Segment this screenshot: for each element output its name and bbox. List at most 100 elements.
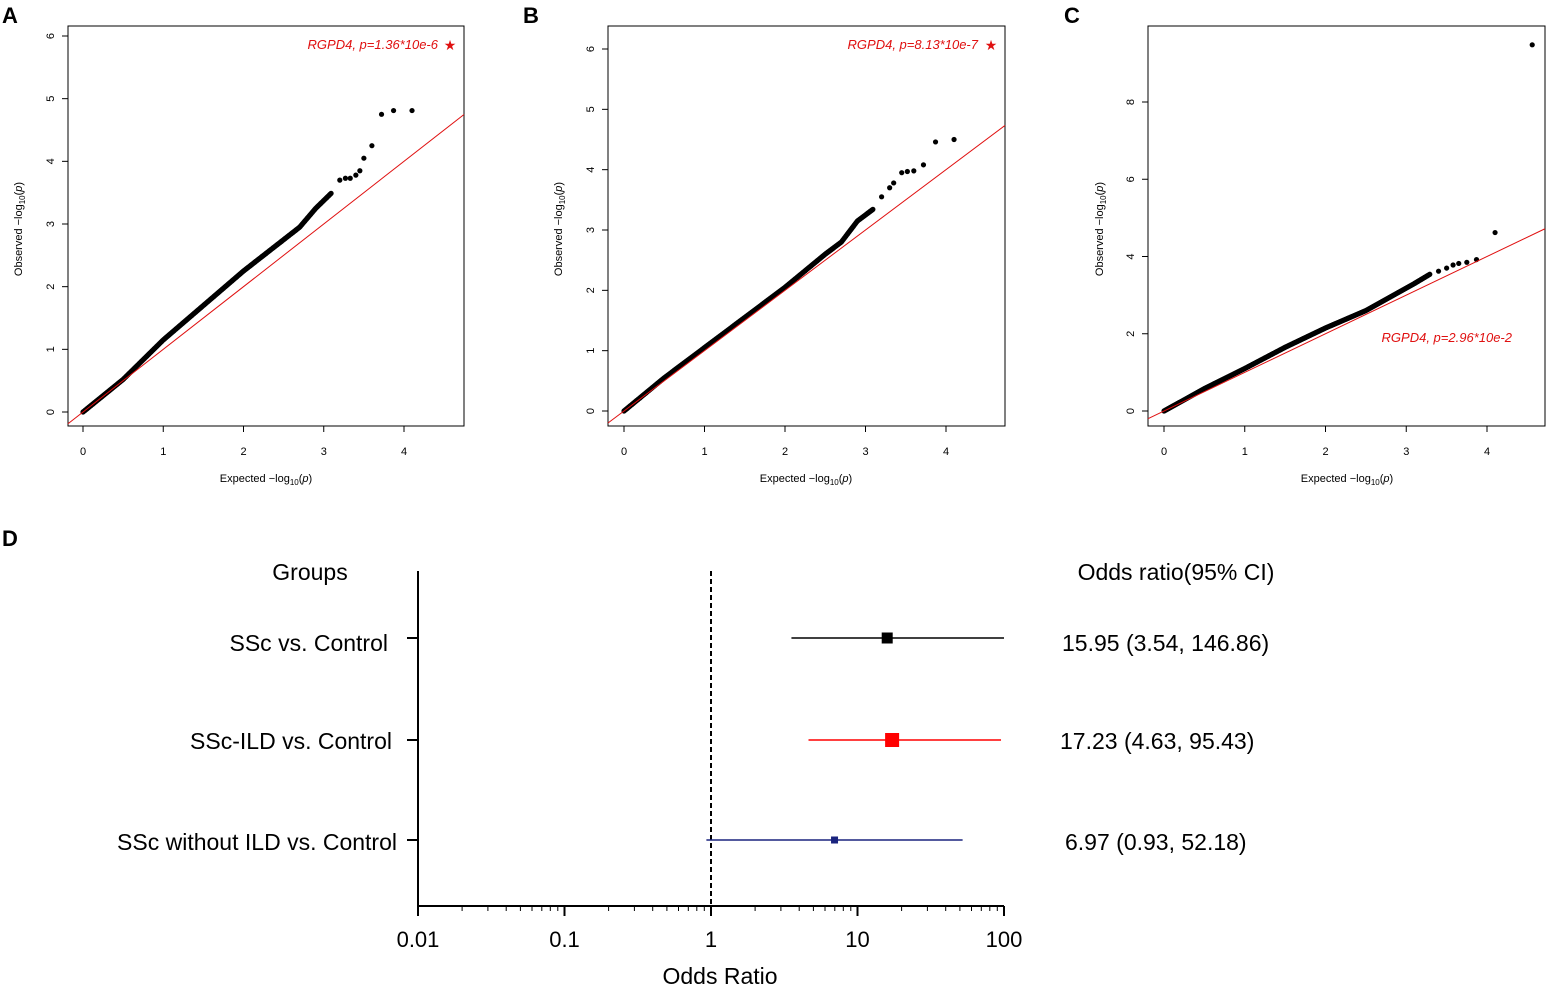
x-axis-title-a: Expected −log10(p): [220, 473, 312, 487]
y-tick-label: 2: [1125, 331, 1137, 337]
y-axis-title-c: Observed −log10(p): [1094, 182, 1108, 276]
qq-point: [1435, 268, 1442, 274]
forest-x-axis-title: Odds Ratio: [662, 963, 777, 988]
qq-point: [369, 143, 375, 149]
qq-points-c: [1161, 42, 1535, 414]
y-tick-label: 2: [45, 284, 57, 290]
x-tick-label: 0: [1161, 446, 1167, 458]
panel-b: B 0 1 2 3 4 0 1 2 3 4 5 6 RGPD4, p=8.13*10e-7 ★ Ex…: [523, 3, 1006, 487]
forest-x-ticks: 0.01 0.1 1 10 100: [397, 906, 1022, 952]
qq-point: [328, 190, 334, 196]
qq-point: [1492, 229, 1498, 236]
y-tick-label: 6: [45, 33, 57, 39]
qq-points-b: [621, 136, 957, 414]
qq-point: [390, 107, 397, 114]
annotation-b: RGPD4, p=8.13*10e-7: [848, 37, 979, 52]
qq-point: [347, 175, 353, 181]
star-icon-a: ★: [444, 37, 457, 53]
qq-point: [357, 168, 363, 174]
x-ticks-c: 0 1 2 3 4: [1161, 426, 1490, 458]
annotation-c: RGPD4, p=2.96*10e-2: [1382, 330, 1513, 345]
qq-point: [342, 175, 349, 181]
qq-point: [951, 136, 957, 143]
forest-tick-label: 10: [845, 927, 869, 952]
y-ticks-b: 0 1 2 3 4 5 6: [585, 46, 608, 414]
row-label-ssc: SSc vs. Control: [230, 630, 389, 656]
x-tick-label: 3: [862, 446, 868, 458]
qq-point: [337, 177, 343, 183]
point-estimate: [881, 632, 893, 644]
qq-point: [899, 170, 905, 176]
x-tick-label: 2: [1322, 446, 1328, 458]
panel-letter-c: C: [1064, 3, 1080, 28]
qq-point: [1450, 262, 1456, 268]
or-value-ssc-ild: 17.23 (4.63, 95.43): [1060, 728, 1254, 754]
x-tick-label: 0: [621, 446, 627, 458]
qq-point: [361, 155, 367, 161]
y-tick-label: 6: [1125, 176, 1137, 182]
panel-c: C 0 1 2 3 4 0 2 4 6 8 RGPD4, p=2.96*10e-2 Expect…: [1064, 3, 1546, 487]
or-value-ssc: 15.95 (3.54, 146.86): [1062, 630, 1269, 656]
y-tick-label: 0: [1125, 408, 1137, 414]
x-tick-label: 1: [701, 446, 707, 458]
plot-frame-c: [1147, 25, 1546, 427]
point-estimate: [831, 836, 839, 844]
y-tick-label: 4: [1125, 253, 1137, 259]
x-ticks-b: 0 1 2 3 4: [621, 426, 949, 458]
x-tick-label: 4: [1484, 446, 1490, 458]
y-tick-label: 8: [1125, 99, 1137, 105]
point-estimate: [885, 733, 900, 747]
qq-point: [932, 139, 939, 145]
plot-frame-b: [607, 25, 1006, 427]
qq-point: [904, 168, 910, 175]
plot-frame-a: [67, 25, 465, 427]
x-tick-label: 1: [1242, 446, 1248, 458]
panel-letter-a: A: [2, 3, 18, 28]
y-tick-label: 0: [585, 408, 597, 414]
qq-point: [891, 180, 897, 186]
y-tick-label: 6: [585, 46, 597, 52]
x-tick-label: 2: [782, 446, 788, 458]
x-tick-label: 1: [160, 446, 166, 458]
qq-point: [1464, 259, 1470, 265]
forest-tick-label: 0.01: [397, 927, 440, 952]
y-tick-label: 1: [45, 346, 57, 352]
qq-point: [1444, 265, 1450, 271]
qq-point: [378, 111, 385, 117]
reference-line-a: [67, 114, 465, 425]
forest-tick-label: 1: [705, 927, 717, 952]
y-axis-title-b: Observed −log10(p): [553, 182, 567, 276]
qq-point: [353, 172, 359, 178]
x-tick-label: 3: [321, 446, 327, 458]
row-label-ssc-without-ild: SSc without ILD vs. Control: [117, 829, 397, 855]
qq-point: [1427, 271, 1433, 277]
y-tick-label: 5: [585, 106, 597, 112]
qq-point: [1529, 42, 1535, 48]
odds-ratio-header: Odds ratio(95% CI): [1078, 559, 1275, 585]
y-tick-label: 3: [585, 227, 597, 233]
x-axis-title-c: Expected −log10(p): [1301, 473, 1393, 487]
y-tick-label: 0: [45, 409, 57, 415]
panel-d: D Groups Odds ratio(95% CI) SSc vs. Cont…: [2, 526, 1274, 988]
row-label-ssc-ild: SSc-ILD vs. Control: [190, 728, 392, 754]
y-ticks-a: 0 1 2 3 4 5 6: [45, 33, 68, 415]
y-tick-label: 4: [585, 167, 597, 173]
qq-point: [1456, 260, 1462, 267]
y-tick-label: 3: [45, 221, 57, 227]
x-tick-label: 4: [401, 446, 407, 458]
qq-point: [879, 194, 885, 200]
y-tick-label: 4: [45, 158, 57, 164]
forest-tick-label: 0.1: [549, 927, 580, 952]
x-axis-title-b: Expected −log10(p): [760, 473, 852, 487]
y-tick-label: 1: [585, 348, 597, 354]
x-tick-label: 0: [80, 446, 86, 458]
y-axis-title-a: Observed −log10(p): [13, 182, 27, 276]
annotation-a: RGPD4, p=1.36*10e-6: [308, 37, 439, 52]
panel-letter-b: B: [523, 3, 539, 28]
x-tick-label: 3: [1403, 446, 1409, 458]
qq-points-a: [80, 107, 415, 415]
x-tick-label: 2: [240, 446, 246, 458]
qq-point: [870, 206, 876, 212]
qq-point: [920, 162, 927, 168]
